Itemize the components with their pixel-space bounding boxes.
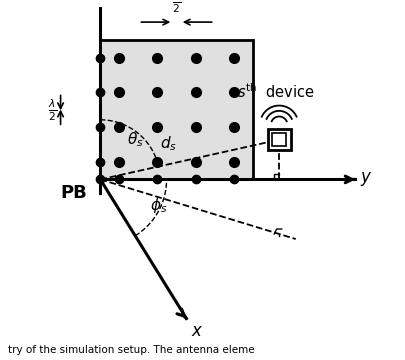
Bar	[271, 133, 286, 146]
Text: $\phi_s$: $\phi_s$	[149, 196, 167, 215]
Text: $\frac{\lambda}{2}$: $\frac{\lambda}{2}$	[48, 97, 57, 123]
Bar	[100, 40, 252, 179]
Text: $x$: $x$	[191, 322, 203, 340]
Text: PB: PB	[60, 184, 87, 202]
Text: $d_s$: $d_s$	[159, 134, 176, 153]
Text: $\theta_s$: $\theta_s$	[126, 130, 143, 149]
Text: $y$: $y$	[359, 170, 372, 188]
Bar	[267, 129, 290, 150]
Text: $s^{\mathrm{th}}$  device: $s^{\mathrm{th}}$ device	[237, 82, 314, 101]
Text: $\frac{\lambda}{2}$: $\frac{\lambda}{2}$	[171, 0, 181, 15]
Text: try of the simulation setup. The antenna eleme: try of the simulation setup. The antenna…	[8, 345, 254, 355]
